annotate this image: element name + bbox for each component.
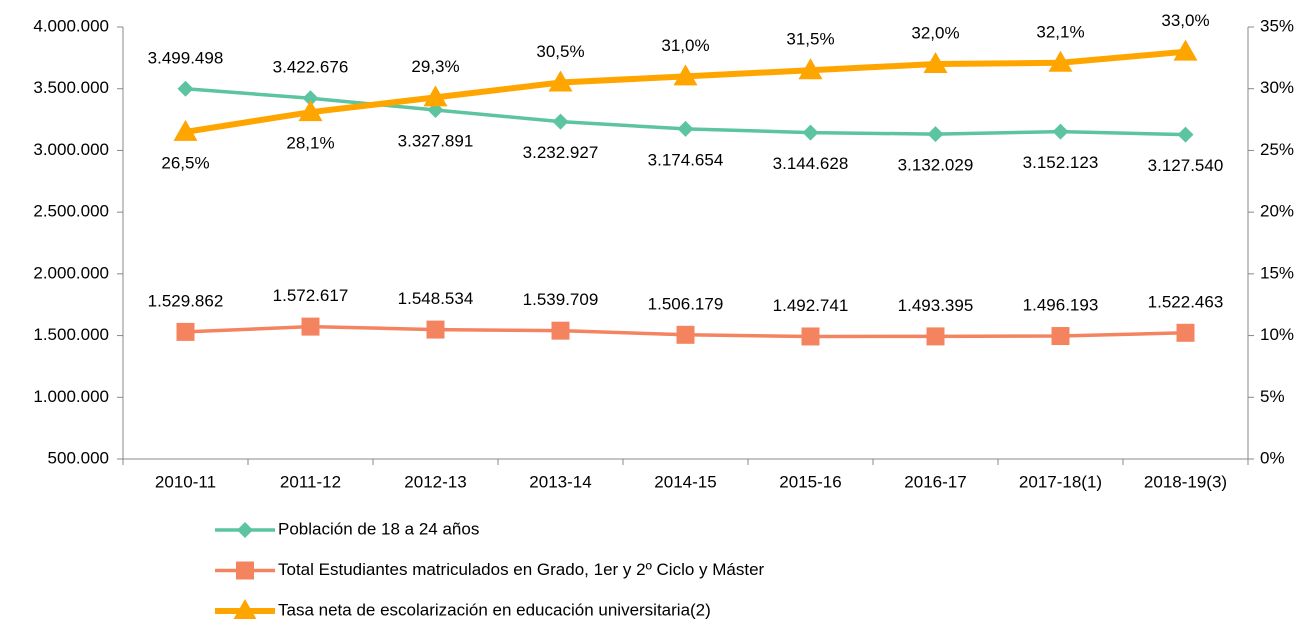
data-label: 28,1% — [286, 134, 334, 153]
legend-marker — [237, 522, 253, 538]
point — [673, 64, 698, 86]
data-label: 3.422.676 — [273, 58, 349, 77]
data-label: 1.496.193 — [1023, 296, 1099, 315]
data-label: 1.548.534 — [398, 289, 474, 308]
point — [176, 322, 195, 341]
data-label: 3.152.123 — [1023, 153, 1099, 172]
data-label: 1.493.395 — [898, 296, 974, 315]
y2-tick-label: 0% — [1260, 448, 1285, 467]
y-tick-label: 2.000.000 — [33, 263, 109, 282]
point — [923, 52, 948, 74]
y2-tick-label: 5% — [1260, 387, 1285, 406]
point — [1052, 123, 1069, 140]
point — [1051, 327, 1070, 346]
y-tick-label: 1.000.000 — [33, 387, 109, 406]
y2-tick-label: 15% — [1260, 263, 1294, 282]
point — [802, 124, 819, 141]
data-label: 1.492.741 — [773, 296, 849, 315]
y-tick-label: 3.000.000 — [33, 140, 109, 159]
data-label: 30,5% — [536, 42, 584, 61]
point — [423, 85, 448, 107]
x-tick-label: 2015-16 — [779, 472, 841, 491]
point — [1173, 39, 1198, 61]
y-tick-label: 2.500.000 — [33, 202, 109, 221]
point — [173, 119, 198, 141]
legend-label: Población de 18 a 24 años — [278, 519, 479, 538]
data-label: 31,0% — [661, 36, 709, 55]
y-tick-label: 1.500.000 — [33, 325, 109, 344]
point — [1048, 50, 1073, 72]
data-label: 3.144.628 — [773, 154, 849, 173]
point — [798, 58, 823, 80]
x-tick-label: 2011-12 — [280, 472, 341, 491]
data-label: 1.522.463 — [1148, 292, 1224, 311]
point — [552, 113, 569, 130]
point — [926, 327, 945, 346]
data-label: 3.232.927 — [523, 143, 599, 162]
data-label: 33,0% — [1161, 11, 1209, 30]
point — [548, 70, 573, 92]
legend-label: Tasa neta de escolarización en educación… — [278, 600, 711, 619]
legend-label: Total Estudiantes matriculados en Grado,… — [278, 560, 765, 579]
point — [302, 90, 319, 107]
x-tick-label: 2012-13 — [404, 472, 466, 491]
data-label: 1.572.617 — [273, 286, 349, 305]
point — [177, 80, 194, 97]
data-label: 1.506.179 — [648, 294, 724, 313]
y2-tick-label: 10% — [1260, 325, 1294, 344]
data-label: 3.499.498 — [148, 48, 224, 67]
point — [676, 325, 695, 344]
y2-tick-label: 20% — [1260, 202, 1294, 221]
data-label: 31,5% — [786, 30, 834, 49]
data-label: 3.327.891 — [398, 131, 474, 150]
data-label: 3.132.029 — [898, 156, 974, 175]
data-label: 1.539.709 — [523, 290, 599, 309]
y2-tick-label: 25% — [1260, 140, 1294, 159]
point — [426, 320, 445, 339]
data-label: 1.529.862 — [148, 291, 224, 310]
point — [1177, 126, 1194, 143]
data-label: 3.174.654 — [648, 150, 724, 169]
data-label: 3.127.540 — [1148, 156, 1224, 175]
x-tick-label: 2016-17 — [904, 472, 966, 491]
point — [1176, 323, 1195, 342]
point — [677, 120, 694, 137]
x-tick-label: 2014-15 — [654, 472, 716, 491]
point — [301, 317, 320, 336]
point — [551, 321, 570, 340]
y2-tick-label: 30% — [1260, 78, 1294, 97]
y-tick-label: 4.000.000 — [33, 16, 109, 35]
x-tick-label: 2018-19(3) — [1144, 472, 1227, 491]
y2-tick-label: 35% — [1260, 16, 1294, 35]
x-tick-label: 2017-18(1) — [1019, 472, 1102, 491]
point — [298, 100, 323, 122]
x-tick-label: 2013-14 — [529, 472, 591, 491]
point — [801, 327, 820, 346]
data-label: 26,5% — [161, 153, 209, 172]
legend-marker — [233, 599, 257, 619]
x-tick-label: 2010-11 — [155, 472, 216, 491]
point — [927, 126, 944, 143]
data-label: 32,1% — [1036, 22, 1084, 41]
y-tick-label: 500.000 — [48, 448, 109, 467]
data-label: 29,3% — [411, 57, 459, 76]
y-tick-label: 3.500.000 — [33, 78, 109, 97]
data-label: 32,0% — [911, 24, 959, 43]
legend-marker — [236, 561, 254, 580]
